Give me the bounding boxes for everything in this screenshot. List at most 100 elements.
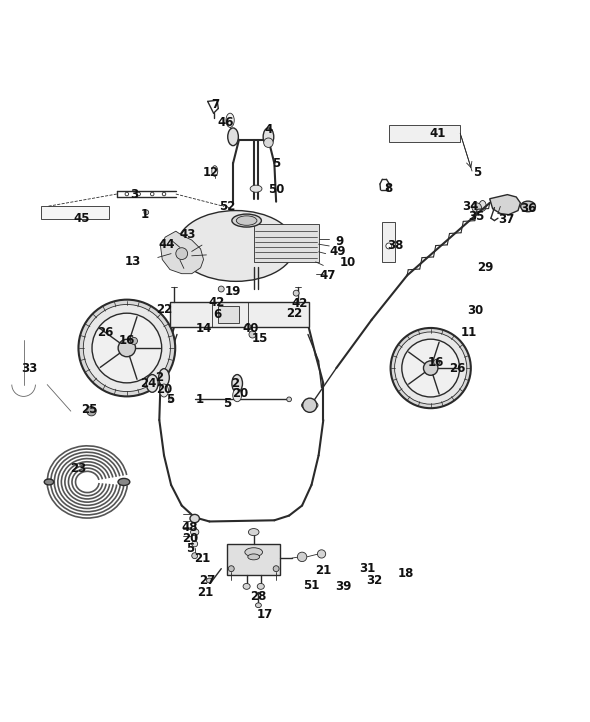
Text: 5: 5 <box>473 166 481 179</box>
Text: 33: 33 <box>21 362 38 375</box>
Text: 32: 32 <box>366 574 383 587</box>
Circle shape <box>78 300 175 396</box>
Text: 3: 3 <box>130 188 139 201</box>
Text: 19: 19 <box>225 285 241 298</box>
Text: 42: 42 <box>209 295 225 308</box>
Bar <box>382 222 395 262</box>
Text: 16: 16 <box>119 334 135 347</box>
Text: 11: 11 <box>461 326 477 339</box>
Text: 21: 21 <box>194 552 210 565</box>
Ellipse shape <box>177 211 295 282</box>
Text: 10: 10 <box>340 256 356 269</box>
Text: 41: 41 <box>430 127 446 140</box>
Circle shape <box>169 397 173 401</box>
Bar <box>218 306 239 323</box>
Bar <box>170 302 309 327</box>
Ellipse shape <box>159 384 169 397</box>
Circle shape <box>424 361 438 375</box>
Text: 5: 5 <box>186 542 194 555</box>
Circle shape <box>472 203 481 212</box>
Ellipse shape <box>232 214 261 227</box>
Text: 13: 13 <box>124 256 141 269</box>
Text: 42: 42 <box>291 297 308 310</box>
Text: 36: 36 <box>520 202 536 215</box>
Text: 22: 22 <box>156 303 172 316</box>
Circle shape <box>228 566 234 572</box>
Circle shape <box>434 360 440 365</box>
Text: 39: 39 <box>335 580 352 593</box>
Ellipse shape <box>226 113 234 127</box>
Text: 45: 45 <box>73 212 90 225</box>
Circle shape <box>273 566 279 572</box>
Text: 5: 5 <box>166 393 174 406</box>
Text: 15: 15 <box>251 332 268 345</box>
Text: 2: 2 <box>155 371 163 384</box>
Text: 26: 26 <box>449 362 466 375</box>
Text: 40: 40 <box>242 322 259 335</box>
Text: 18: 18 <box>398 567 414 580</box>
Text: 47: 47 <box>319 269 336 282</box>
Ellipse shape <box>243 583 250 589</box>
Text: 25: 25 <box>81 403 98 416</box>
Bar <box>254 224 319 262</box>
Text: 51: 51 <box>303 579 320 592</box>
Circle shape <box>249 331 256 338</box>
Text: 21: 21 <box>315 564 332 577</box>
Bar <box>227 544 280 575</box>
Text: 31: 31 <box>359 562 375 575</box>
Circle shape <box>162 192 166 196</box>
Bar <box>389 125 460 142</box>
Ellipse shape <box>228 128 238 146</box>
Text: 34: 34 <box>463 200 479 213</box>
Text: 9: 9 <box>335 235 343 248</box>
Text: 52: 52 <box>219 200 235 213</box>
Text: 30: 30 <box>467 305 483 318</box>
Text: 21: 21 <box>197 586 214 599</box>
Text: 20: 20 <box>232 387 249 400</box>
Ellipse shape <box>520 201 535 212</box>
PathPatch shape <box>490 195 520 214</box>
Ellipse shape <box>159 369 169 386</box>
Circle shape <box>87 406 96 416</box>
Circle shape <box>395 332 467 404</box>
Ellipse shape <box>146 375 158 392</box>
Text: 4: 4 <box>264 123 273 136</box>
Text: 38: 38 <box>387 240 404 253</box>
Text: 48: 48 <box>182 521 198 534</box>
Ellipse shape <box>44 479 54 485</box>
Circle shape <box>176 248 188 259</box>
Text: 37: 37 <box>498 213 514 226</box>
Ellipse shape <box>479 201 486 211</box>
Text: 22: 22 <box>286 308 302 321</box>
Ellipse shape <box>236 216 257 225</box>
PathPatch shape <box>160 231 204 274</box>
Text: 46: 46 <box>218 116 234 129</box>
Ellipse shape <box>263 128 274 146</box>
Circle shape <box>402 339 460 397</box>
Ellipse shape <box>190 514 199 523</box>
Text: 27: 27 <box>199 574 216 587</box>
Text: 5: 5 <box>272 157 280 170</box>
Text: 28: 28 <box>250 591 267 604</box>
Ellipse shape <box>245 548 263 557</box>
Circle shape <box>144 210 149 214</box>
Circle shape <box>245 324 251 330</box>
Text: 20: 20 <box>182 531 198 544</box>
Circle shape <box>92 313 162 383</box>
Text: 20: 20 <box>156 383 172 396</box>
Text: 12: 12 <box>203 166 219 179</box>
Ellipse shape <box>257 583 264 589</box>
Circle shape <box>83 305 171 391</box>
Circle shape <box>303 398 317 412</box>
Circle shape <box>264 138 273 147</box>
Circle shape <box>218 286 224 292</box>
Text: 43: 43 <box>179 227 196 240</box>
Ellipse shape <box>250 185 262 192</box>
Text: 5: 5 <box>223 397 231 410</box>
Text: 35: 35 <box>468 210 485 223</box>
Text: 24: 24 <box>140 377 157 390</box>
Circle shape <box>118 339 136 357</box>
Text: 8: 8 <box>384 182 392 195</box>
Text: 50: 50 <box>268 183 284 196</box>
Ellipse shape <box>301 401 318 410</box>
